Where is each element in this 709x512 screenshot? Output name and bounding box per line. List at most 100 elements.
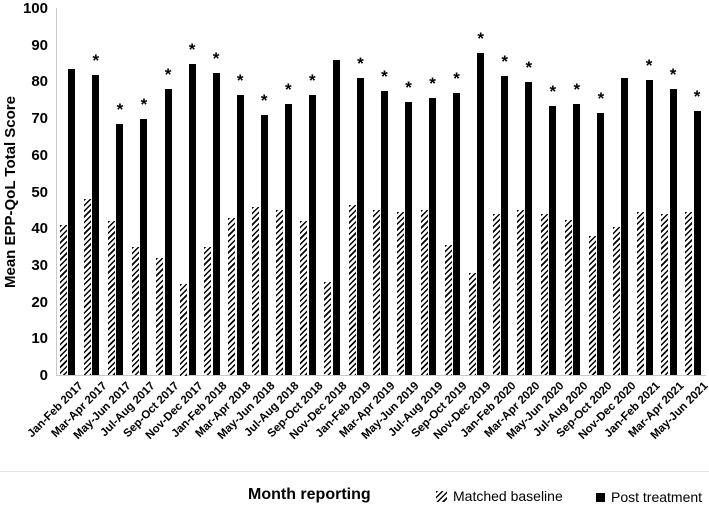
bar-post-treatment: [693, 111, 701, 376]
significance-star: *: [549, 81, 557, 101]
significance-star: *: [525, 57, 533, 77]
y-tick-label: 90: [31, 36, 48, 54]
significance-star: *: [381, 67, 388, 87]
bar-post-treatment: [621, 78, 629, 376]
y-tick-label: 20: [31, 293, 48, 311]
bar-post-treatment: [429, 98, 437, 376]
bar-post-treatment: [284, 103, 292, 376]
bar-matched-baseline: [444, 245, 452, 376]
bar-matched-baseline: [468, 272, 476, 376]
bar-matched-baseline: [156, 258, 164, 376]
bar-post-treatment: [308, 94, 316, 376]
significance-star: *: [357, 54, 364, 74]
bar-post-treatment: [188, 63, 196, 376]
significance-star: *: [453, 68, 460, 88]
bar-matched-baseline: [540, 214, 548, 376]
significance-star: *: [236, 70, 244, 90]
significance-star: *: [597, 89, 605, 109]
bar-matched-baseline: [685, 212, 693, 376]
y-tick-label: 10: [31, 330, 48, 348]
bar-post-treatment: [573, 103, 581, 376]
legend-label-post-treatment: Post treatment: [611, 489, 703, 505]
bar-post-treatment: [212, 72, 220, 376]
significance-star: *: [188, 39, 196, 59]
y-axis-line: [56, 8, 57, 376]
bar-post-treatment: [549, 105, 557, 376]
bar-post-treatment: [453, 92, 461, 376]
bar-matched-baseline: [276, 210, 284, 376]
bar-post-treatment: [380, 91, 388, 376]
y-tick-label: 70: [31, 110, 48, 128]
legend-label-matched-baseline: Matched baseline: [453, 488, 563, 504]
bar-post-treatment: [669, 89, 677, 376]
bar-post-treatment: [597, 113, 605, 376]
bar-post-treatment: [116, 124, 124, 376]
bar-matched-baseline: [516, 210, 524, 376]
significance-star: *: [92, 50, 100, 70]
significance-star: *: [573, 79, 581, 99]
bar-matched-baseline: [59, 225, 67, 376]
significance-star: *: [260, 90, 268, 110]
bar-matched-baseline: [564, 219, 572, 376]
bar-matched-baseline: [348, 204, 356, 376]
bar-post-treatment: [477, 52, 485, 376]
bar-post-treatment: [164, 89, 172, 376]
significance-star: *: [308, 70, 316, 90]
y-tick-label: 40: [31, 220, 48, 238]
legend-item-post-treatment: Post treatment: [596, 489, 702, 505]
y-tick-label: 30: [31, 256, 48, 274]
bar-matched-baseline: [613, 226, 621, 376]
bar-matched-baseline: [637, 212, 645, 376]
legend-item-matched-baseline: Matched baseline: [436, 488, 563, 504]
x-axis-line: [56, 375, 706, 376]
significance-star: *: [669, 65, 677, 85]
hatched-swatch-icon: [436, 490, 447, 502]
solid-swatch-icon: [596, 492, 605, 502]
bar-post-treatment: [405, 102, 412, 376]
significance-star: *: [284, 79, 292, 99]
bar-matched-baseline: [492, 214, 500, 376]
bar-matched-baseline: [180, 283, 188, 376]
significance-star: *: [429, 74, 436, 94]
significance-star: *: [212, 48, 220, 68]
y-tick-label: 50: [31, 183, 48, 201]
bar-matched-baseline: [228, 217, 236, 376]
bar-post-treatment: [332, 59, 340, 376]
significance-star: *: [116, 100, 124, 120]
bar-matched-baseline: [300, 221, 308, 376]
y-tick-label: 60: [31, 146, 48, 164]
significance-star: *: [405, 78, 412, 98]
y-tick-label: 100: [22, 0, 48, 17]
bar-post-treatment: [260, 114, 268, 376]
significance-star: *: [693, 87, 701, 107]
bar-post-treatment: [140, 118, 148, 376]
significance-star: *: [477, 28, 484, 48]
bar-matched-baseline: [204, 247, 212, 376]
x-axis-title: Month reporting: [248, 486, 371, 503]
bar-post-treatment: [236, 94, 244, 376]
y-tick-label: 80: [31, 73, 48, 91]
footer-separator: [0, 471, 709, 472]
bar-matched-baseline: [589, 236, 596, 376]
bar-matched-baseline: [252, 206, 260, 376]
bar-matched-baseline: [420, 210, 428, 376]
significance-star: *: [645, 56, 653, 76]
bar-matched-baseline: [83, 199, 91, 376]
significance-star: *: [164, 65, 172, 85]
bar-post-treatment: [525, 81, 533, 376]
bar-post-treatment: [92, 74, 100, 376]
bar-post-treatment: [356, 78, 364, 376]
y-tick-label: 0: [39, 367, 48, 384]
bar-matched-baseline: [396, 212, 404, 376]
bar-matched-baseline: [661, 214, 669, 376]
bar-post-treatment: [501, 76, 509, 376]
bar-matched-baseline: [372, 210, 380, 376]
significance-star: *: [501, 52, 508, 72]
bar-matched-baseline: [132, 247, 140, 376]
bar-matched-baseline: [324, 281, 332, 376]
significance-star: *: [140, 94, 148, 114]
bar-post-treatment: [68, 69, 76, 376]
bar-post-treatment: [645, 80, 653, 376]
bar-matched-baseline: [108, 221, 115, 376]
